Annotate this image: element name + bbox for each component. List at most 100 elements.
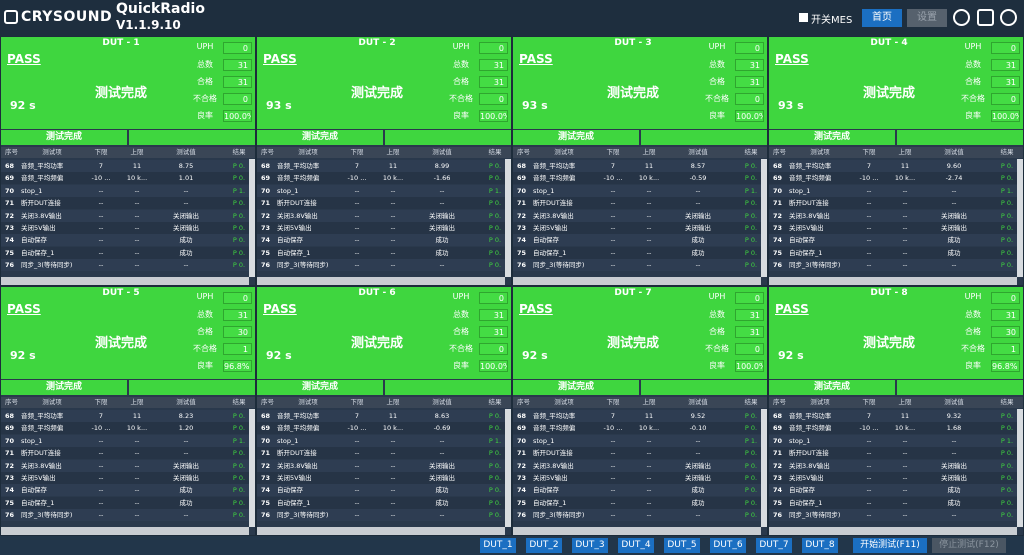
stat-value: 31 (479, 326, 508, 338)
h-scrollbar[interactable] (769, 527, 1017, 535)
status-area (257, 287, 511, 379)
table-cell: 68 (261, 412, 271, 420)
table-cell: -- (390, 449, 396, 458)
state-text: 测试完成 (94, 336, 147, 351)
dut-button[interactable]: DUT_1 (480, 538, 516, 553)
table-cell: 断开DUT连接 (21, 199, 61, 208)
state-text: 测试完成 (862, 86, 915, 101)
table-cell: 成功 (947, 498, 961, 507)
stat-label: 不合格 (705, 94, 729, 103)
table-cell: P 0. (232, 498, 246, 507)
v-scrollbar[interactable] (505, 159, 511, 277)
table-cell: -- (902, 199, 908, 208)
table-cell: -- (98, 261, 104, 270)
home-button[interactable]: 首页 (862, 9, 902, 27)
table-cell: P 1. (488, 436, 502, 445)
v-scrollbar[interactable] (1017, 159, 1023, 277)
table-cell: -- (902, 474, 908, 482)
table-cell: P 0. (232, 248, 246, 257)
table-cell: 关闭5V输出 (277, 474, 312, 482)
table-cell: 72 (773, 211, 783, 220)
table-cell: -- (390, 199, 396, 208)
v-scrollbar[interactable] (761, 159, 767, 277)
table-row (257, 246, 505, 259)
column-header: 结果 (1000, 398, 1014, 406)
h-scrollbar[interactable] (1, 527, 249, 535)
table-cell: P 0. (744, 199, 758, 208)
table-cell: 74 (5, 486, 15, 495)
power-icon[interactable] (1000, 9, 1017, 26)
h-scrollbar[interactable] (769, 277, 1017, 285)
table-cell: 断开DUT连接 (789, 449, 829, 458)
h-scrollbar[interactable] (257, 527, 505, 535)
dut-button[interactable]: DUT_7 (756, 538, 792, 553)
table-cell: P 0. (232, 461, 246, 470)
table-row (1, 246, 249, 259)
table-cell: -- (610, 511, 616, 520)
mes-checkbox[interactable] (799, 13, 808, 22)
stat-label: UPH (196, 292, 214, 301)
stop-button[interactable]: 停止测试(F12) (932, 538, 1006, 553)
start-button[interactable]: 开始测试(F11) (853, 538, 927, 553)
table-header (769, 397, 1023, 408)
table-cell: 成功 (947, 248, 961, 257)
v-scrollbar[interactable] (249, 409, 255, 527)
settings-button[interactable]: 设置 (907, 9, 947, 27)
column-header: 下限 (94, 148, 108, 156)
table-cell: P 0. (232, 412, 246, 420)
dut-button[interactable]: DUT_2 (526, 538, 562, 553)
v-scrollbar[interactable] (505, 409, 511, 527)
dut-button[interactable]: DUT_6 (710, 538, 746, 553)
table-cell: P 0. (232, 486, 246, 495)
dut-button[interactable]: DUT_8 (802, 538, 838, 553)
status-area (1, 37, 255, 129)
table-cell: P 0. (232, 236, 246, 245)
table-cell: 自动保存 (789, 486, 815, 495)
h-scrollbar[interactable] (513, 527, 761, 535)
table-cell: 69 (517, 174, 527, 183)
stat-label: UPH (708, 42, 726, 51)
stat-label: 合格 (709, 77, 725, 86)
v-scrollbar[interactable] (249, 159, 255, 277)
table-cell: P 0. (744, 474, 758, 482)
table-row (1, 496, 249, 509)
h-scrollbar[interactable] (513, 277, 761, 285)
table-cell: stop_1 (533, 436, 555, 445)
table-cell: -- (354, 211, 360, 220)
v-scrollbar[interactable] (1017, 409, 1023, 527)
v-scrollbar[interactable] (761, 409, 767, 527)
table-cell: -- (866, 261, 872, 270)
stat-label: 不合格 (449, 94, 473, 103)
table-cell: 关闭输出 (685, 211, 711, 220)
table-cell: 68 (773, 412, 783, 420)
table-cell: -- (646, 511, 652, 520)
table-cell: 自动保存 (533, 486, 559, 495)
column-header: 上限 (130, 148, 144, 156)
dut-panel: DUT - 1 PASS 测试完成 92 s UPH 0 总数 31 合格 31 不合格 0 良率 100… (1, 37, 255, 285)
table-cell: -- (902, 449, 908, 458)
user-icon[interactable] (953, 9, 970, 26)
dut-button[interactable]: DUT_5 (664, 538, 700, 553)
column-header: 序号 (517, 398, 530, 406)
table-row (769, 246, 1017, 259)
table-cell: -- (951, 449, 957, 458)
stat-label: 良率 (709, 111, 725, 120)
minimize-icon[interactable] (977, 9, 994, 26)
table-row (513, 234, 761, 247)
status-area (769, 37, 1023, 129)
table-cell: 69 (773, 174, 783, 183)
table-cell: 68 (517, 412, 527, 420)
h-scrollbar[interactable] (257, 277, 505, 285)
h-scrollbar[interactable] (1, 277, 249, 285)
table-cell: 8.75 (178, 162, 194, 170)
stat-value: 31 (223, 59, 252, 71)
dut-button[interactable]: DUT_3 (572, 538, 608, 553)
table-cell: -- (98, 224, 104, 232)
table-cell: -- (98, 474, 104, 482)
table-header (257, 397, 511, 408)
dut-button[interactable]: DUT_4 (618, 538, 654, 553)
elapsed-time: 92 s (266, 349, 292, 362)
stat-label: 良率 (965, 111, 981, 120)
stat-value: 100.0% (223, 110, 252, 122)
result-banner-right (641, 130, 767, 145)
